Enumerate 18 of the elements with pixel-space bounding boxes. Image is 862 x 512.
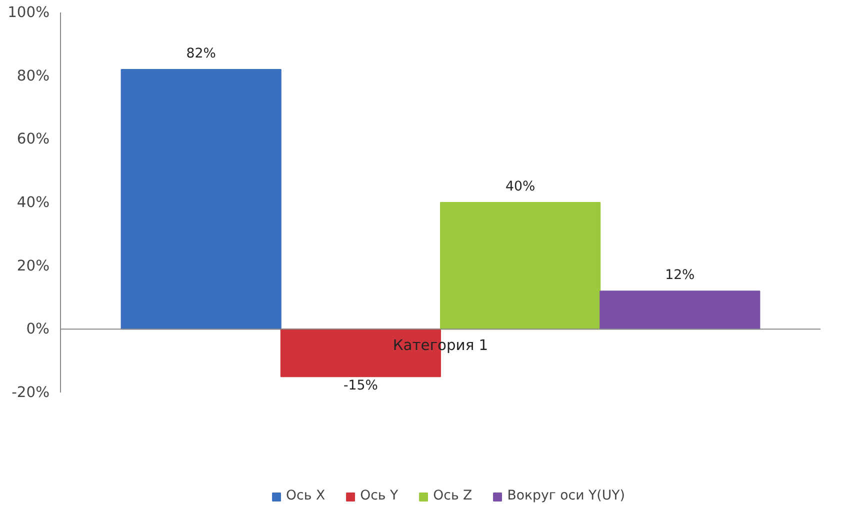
y-tick-label: 20% (16, 257, 50, 274)
y-tick-label: 40% (16, 194, 50, 211)
bar (600, 290, 760, 330)
y-tick-label: 100% (8, 4, 50, 21)
y-tick-label: 80% (16, 67, 50, 84)
data-label: 82% (186, 46, 216, 62)
legend-label: Вокруг оси Y(UY) (507, 488, 625, 504)
data-label: -15% (343, 378, 378, 394)
data-label: 12% (665, 268, 695, 284)
bar (440, 202, 601, 330)
y-tick-label: 0% (26, 320, 50, 338)
data-label: 40% (505, 180, 536, 194)
legend-label: Ось Z (433, 488, 472, 504)
y-tick-label: 60% (16, 130, 50, 148)
legend-label: Ось X (286, 488, 326, 504)
y-tick-label: -20% (12, 384, 50, 401)
legend-label: Ось Y (360, 488, 398, 504)
bar (120, 69, 282, 330)
